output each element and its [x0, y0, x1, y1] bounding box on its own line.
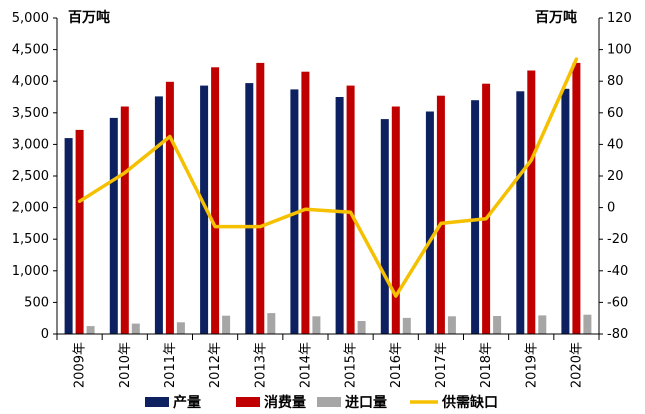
x-tick-label: 2019年 [524, 342, 539, 388]
right-tick-label: 20 [607, 169, 624, 184]
left-tick-label: 500 [24, 295, 49, 310]
left-tick-label: 5,000 [12, 11, 49, 26]
bar-产量-2016年 [380, 119, 389, 334]
x-tick-label: 2013年 [253, 342, 268, 388]
line-layer [77, 57, 579, 298]
bar-产量-2017年 [425, 111, 434, 334]
bar-产量-2015年 [335, 97, 344, 334]
bar-消费量-2015年 [346, 85, 355, 334]
right-unit-label: 百万吨 [535, 9, 577, 26]
bar-进口量-2015年 [357, 321, 366, 334]
labels-layer: 0 500 1,000 1,500 2,000 2,500 3,000 3,500 4,000 4… [12, 11, 632, 388]
left-tick-label: 2,500 [12, 169, 49, 184]
series-line-供需缺口 [77, 57, 579, 298]
bar-消费量-2013年 [256, 62, 265, 335]
right-tick-label: 60 [607, 106, 624, 121]
x-tick-label: 2020年 [569, 342, 584, 388]
bars-layer [64, 62, 592, 335]
left-tick-label: 0 [41, 327, 49, 342]
x-tick-label: 2010年 [118, 342, 133, 388]
bar-产量-2018年 [471, 100, 480, 334]
bar-产量-2020年 [561, 88, 570, 334]
legend-swatch-产量 [145, 397, 169, 407]
bar-消费量-2009年 [75, 129, 84, 334]
bar-进口量-2011年 [176, 322, 185, 334]
bar-消费量-2019年 [527, 70, 536, 334]
x-tick-label: 2016年 [389, 342, 404, 388]
right-tick-label: -40 [607, 264, 628, 279]
bar-进口量-2013年 [267, 313, 276, 334]
x-tick-label: 2017年 [434, 342, 449, 388]
bar-进口量-2014年 [312, 316, 321, 334]
bar-进口量-2009年 [86, 326, 95, 334]
right-tick-label: -20 [607, 232, 628, 247]
x-tick-label: 2018年 [479, 342, 494, 388]
x-tick-label: 2015年 [344, 342, 359, 388]
right-tick-label: 100 [607, 43, 632, 58]
bar-进口量-2012年 [222, 315, 231, 334]
legend-label-产量: 产量 [173, 394, 201, 411]
bar-消费量-2014年 [301, 71, 310, 334]
left-tick-label: 1,500 [12, 232, 49, 247]
bar-进口量-2020年 [583, 314, 592, 334]
right-tick-label: -60 [607, 295, 628, 310]
bar-消费量-2016年 [391, 106, 400, 334]
bar-进口量-2019年 [538, 315, 547, 334]
bar-进口量-2016年 [402, 317, 411, 334]
left-tick-label: 2,000 [12, 201, 49, 216]
left-unit-label: 百万吨 [68, 9, 110, 26]
legend-swatch-进口量 [317, 397, 341, 407]
bar-产量-2011年 [154, 96, 163, 335]
legend-label-供需缺口: 供需缺口 [441, 394, 498, 411]
right-tick-label: 0 [607, 201, 615, 216]
bar-消费量-2017年 [436, 95, 445, 334]
x-tick-label: 2012年 [208, 342, 223, 388]
left-tick-label: 4,000 [12, 74, 49, 89]
bar-消费量-2018年 [482, 83, 491, 334]
right-tick-label: 40 [607, 137, 624, 152]
legend-label-进口量: 进口量 [345, 395, 387, 411]
bar-产量-2010年 [109, 117, 118, 335]
left-tick-label: 3,500 [12, 106, 49, 121]
left-tick-label: 3,000 [12, 137, 49, 152]
bar-消费量-2020年 [572, 62, 581, 335]
bar-产量-2013年 [245, 83, 254, 334]
left-tick-label: 1,000 [12, 264, 49, 279]
bar-产量-2019年 [516, 91, 525, 334]
right-tick-label: 80 [607, 74, 624, 89]
axes-layer [53, 17, 603, 340]
bar-产量-2012年 [200, 85, 209, 334]
x-tick-label: 2011年 [163, 342, 178, 388]
bar-产量-2009年 [64, 138, 73, 334]
left-tick-label: 4,500 [12, 43, 49, 58]
bar-进口量-2018年 [493, 316, 502, 334]
bar-进口量-2017年 [447, 316, 456, 334]
right-tick-label: -80 [607, 327, 628, 342]
bar-消费量-2012年 [211, 67, 220, 335]
legend-label-消费量: 消费量 [264, 394, 306, 411]
bar-进口量-2010年 [131, 323, 140, 334]
legend: 产量 消费量 进口量 供需缺口 [145, 394, 498, 411]
legend-swatch-消费量 [236, 397, 260, 407]
right-tick-label: 120 [607, 11, 632, 26]
bar-消费量-2011年 [165, 81, 174, 334]
x-tick-label: 2009年 [73, 342, 88, 388]
bar-消费量-2010年 [120, 106, 129, 334]
x-tick-label: 2014年 [298, 342, 313, 388]
